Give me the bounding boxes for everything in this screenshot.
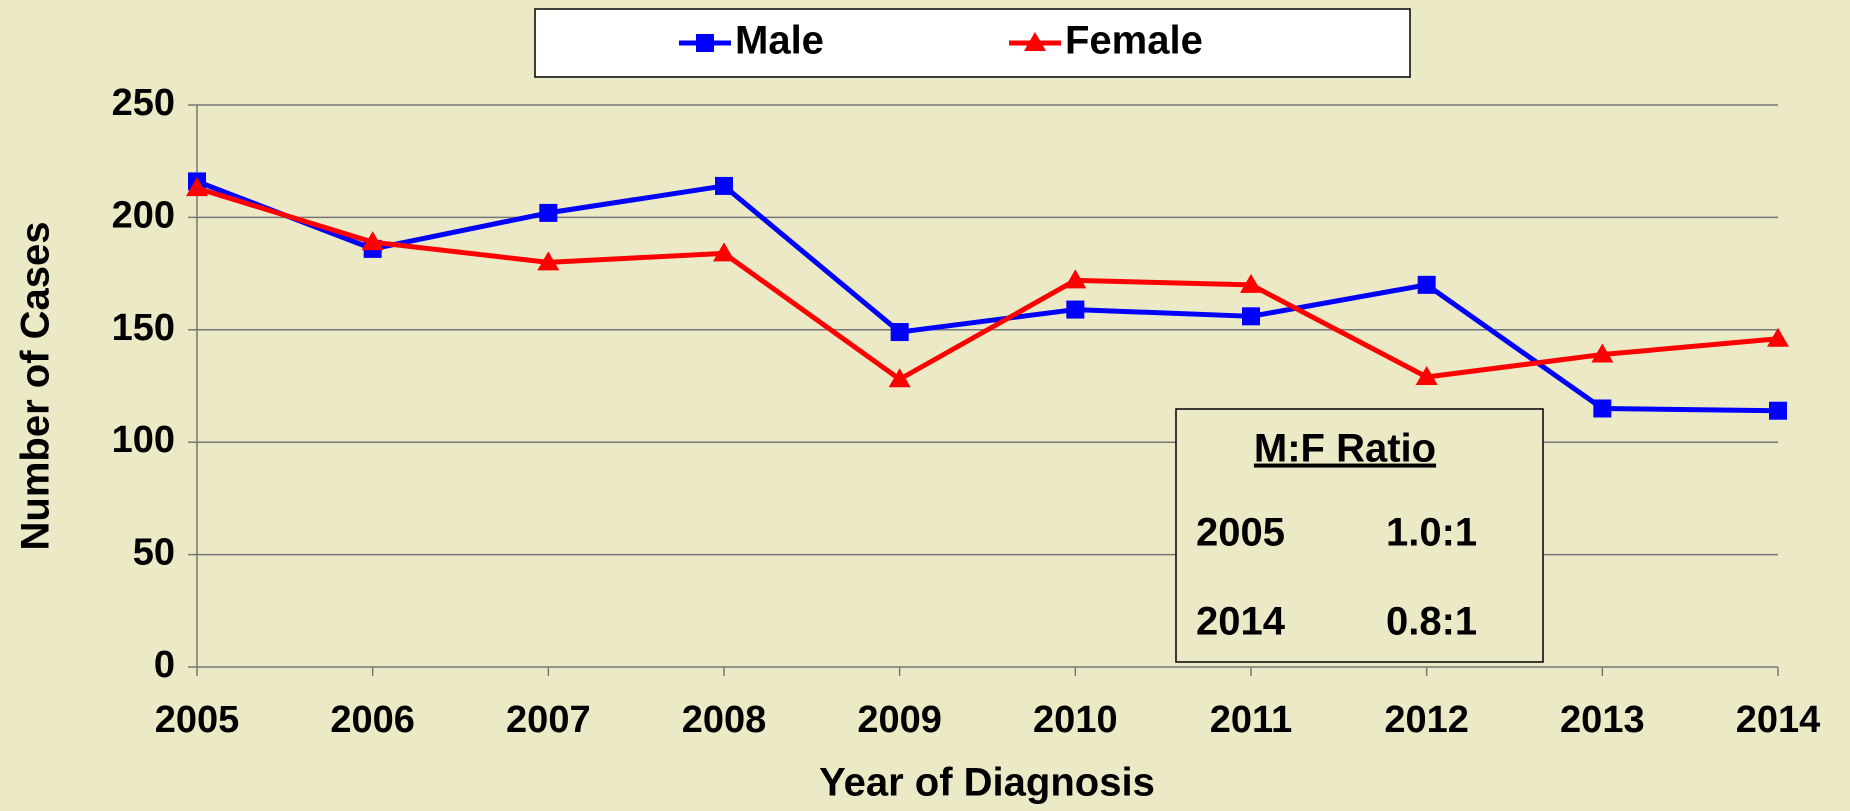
y-tick-label: 50 <box>133 532 175 574</box>
x-tick-label: 2009 <box>857 699 942 741</box>
series-line <box>196 179 1779 414</box>
data-point <box>539 203 558 222</box>
y-tick-label: 0 <box>154 644 175 686</box>
data-point <box>1767 327 1789 347</box>
data-point <box>1593 399 1612 418</box>
y-tick-label: 200 <box>112 194 175 236</box>
data-point <box>361 231 384 251</box>
data-point <box>713 242 735 262</box>
legend-marker <box>696 34 714 52</box>
annotation-title: M:F Ratio <box>1254 427 1436 471</box>
legend-label: Female <box>1065 19 1203 63</box>
annotation-box <box>1175 408 1544 663</box>
y-tick-label: 150 <box>112 307 175 349</box>
x-tick-label: 2013 <box>1560 699 1645 741</box>
y-tick-label: 100 <box>112 419 175 461</box>
annotation-cell: 0.8:1 <box>1386 600 1477 644</box>
series-line <box>196 185 1779 382</box>
x-tick-label: 2008 <box>682 699 767 741</box>
x-tick-label: 2010 <box>1033 699 1118 741</box>
data-point <box>1591 343 1614 363</box>
y-axis-title: Number of Cases <box>14 222 58 551</box>
x-tick-label: 2005 <box>155 699 240 741</box>
legend-marker <box>1024 32 1046 51</box>
x-tick-label: 2007 <box>506 699 591 741</box>
data-point <box>1769 401 1787 420</box>
data-point <box>1242 307 1260 326</box>
data-point <box>1415 366 1438 386</box>
x-tick-label: 2006 <box>330 699 415 741</box>
x-tick-label: 2014 <box>1736 699 1821 741</box>
annotation-cell: 2014 <box>1196 600 1286 644</box>
x-tick-label: 2012 <box>1384 699 1469 741</box>
data-point <box>888 368 911 388</box>
data-point <box>1417 275 1436 294</box>
data-point <box>186 177 208 197</box>
data-point <box>1240 273 1262 293</box>
data-point <box>715 176 733 195</box>
y-tick-label: 250 <box>112 82 175 124</box>
annotation-cell: 2005 <box>1196 511 1285 555</box>
annotation-cell: 1.0:1 <box>1386 511 1477 555</box>
data-point <box>890 323 909 342</box>
data-point <box>1066 300 1085 319</box>
legend-box <box>534 8 1411 78</box>
x-axis-title: Year of Diagnosis <box>819 761 1155 805</box>
x-tick-label: 2011 <box>1210 699 1292 741</box>
data-point <box>537 251 560 271</box>
data-point <box>1064 269 1087 289</box>
legend-label: Male <box>735 19 824 63</box>
